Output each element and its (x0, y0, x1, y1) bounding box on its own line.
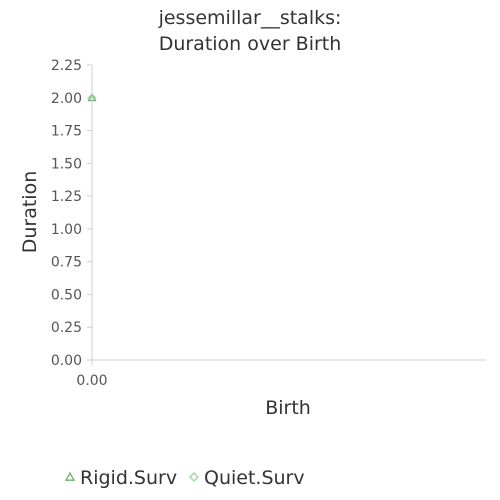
y-tick-label: 2.25 (51, 58, 82, 74)
legend-label: Rigid.Surv (80, 467, 177, 489)
y-tick-label: 0.75 (51, 255, 82, 271)
legend-label: Quiet.Surv (204, 467, 305, 489)
chart-title-line-1: jessemillar__stalks: (158, 7, 342, 29)
data-point (87, 93, 97, 103)
legend-item: Quiet.Surv (189, 467, 305, 489)
y-axis-ticks: 0.00 0.25 0.50 0.75 1.00 1.25 1.50 1.75 2.00 2.25 (51, 58, 92, 369)
y-tick-label: 0.00 (51, 353, 82, 369)
data-points (87, 92, 97, 103)
legend-marker (189, 472, 199, 482)
chart-title-line-2: Duration over Birth (159, 33, 342, 55)
y-tick-label: 1.25 (51, 189, 82, 205)
y-tick-label: 0.50 (51, 287, 82, 303)
y-tick-label: 2.00 (51, 91, 82, 107)
y-tick-label: 1.50 (51, 156, 82, 172)
y-tick-label: 0.25 (51, 320, 82, 336)
y-tick-label: 1.75 (51, 124, 82, 140)
y-tick-label: 1.00 (51, 222, 82, 238)
legend-item: Rigid.Surv (64, 467, 177, 489)
x-axis-ticks: 0.00 (76, 360, 108, 389)
x-tick-label: 0.00 (76, 373, 107, 389)
legend-marker (64, 471, 76, 481)
legend: Rigid.Surv Quiet.Surv (64, 467, 305, 489)
y-axis-label: Duration (19, 171, 41, 254)
x-axis-label: Birth (265, 397, 311, 419)
